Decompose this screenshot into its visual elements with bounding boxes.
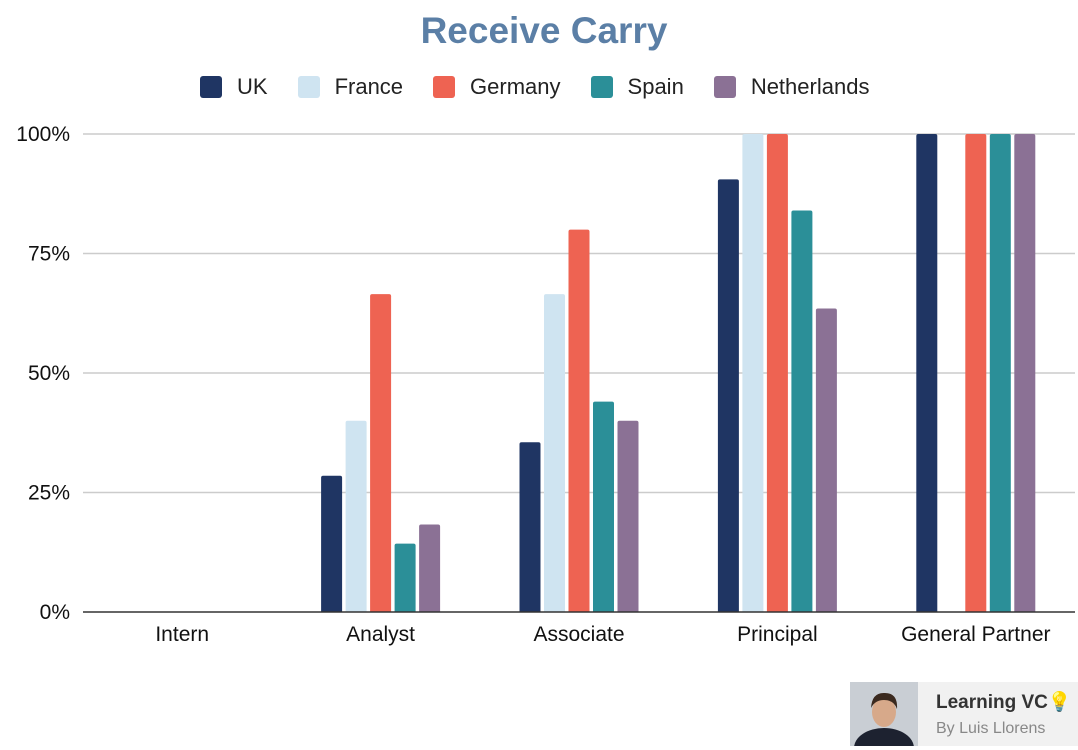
legend-item-uk: UK [200, 74, 268, 100]
legend-label: Spain [627, 74, 684, 99]
legend-item-netherlands: Netherlands [713, 74, 870, 100]
legend-swatch [433, 76, 456, 98]
bar [791, 210, 813, 613]
y-tick-label: 50% [28, 362, 70, 385]
bar [1014, 134, 1036, 612]
y-tick-label: 100% [16, 123, 70, 146]
bar [989, 134, 1011, 612]
bar [815, 308, 837, 612]
branding-card: Learning VC💡 By Luis Llorens [850, 682, 1078, 746]
brand-name: Learning VC💡 [936, 692, 1072, 713]
avatar [850, 682, 918, 746]
legend-swatch [713, 76, 736, 98]
legend-label: France [334, 74, 404, 99]
bar [717, 179, 739, 612]
bar [345, 420, 367, 612]
legend-swatch [297, 76, 320, 98]
bar [544, 294, 565, 612]
legend-item-france: France [297, 74, 404, 100]
chart-title: Receive Carry [420, 10, 668, 51]
bar [965, 134, 987, 612]
lightbulb-icon: 💡 [1047, 692, 1072, 713]
x-tick-label: Analyst [346, 623, 415, 646]
legend-swatch [590, 76, 613, 98]
legend-label: Germany [470, 74, 561, 99]
legend-item-spain: Spain [590, 74, 684, 100]
bar [394, 543, 416, 612]
person-photo-icon [850, 682, 918, 746]
bar [742, 134, 764, 612]
y-tick-label: 75% [28, 243, 70, 266]
y-tick-label: 25% [28, 482, 70, 505]
bar [766, 134, 788, 612]
brand-byline: By Luis Llorens [936, 720, 1046, 737]
legend-label: Netherlands [750, 74, 870, 99]
bar [593, 401, 614, 612]
legend: UK France Germany Spain Netherlands [200, 72, 899, 102]
bar [370, 294, 392, 612]
bar [519, 442, 541, 612]
bar [568, 229, 590, 612]
y-tick-label: 0% [40, 601, 70, 624]
legend-swatch [200, 76, 222, 98]
x-tick-label: Intern [155, 623, 209, 646]
legend-item-germany: Germany [433, 74, 561, 100]
bar [617, 420, 639, 612]
bar [916, 134, 938, 612]
x-tick-label: Principal [737, 623, 818, 646]
x-tick-label: Associate [533, 623, 624, 646]
chart-plot: 0% 25% 50% 75% 100% Intern Analyst Associate Pri… [16, 123, 1075, 646]
legend-label: UK [237, 74, 268, 99]
bar [321, 475, 343, 612]
bar [419, 524, 441, 612]
x-tick-label: General Partner [901, 623, 1050, 646]
